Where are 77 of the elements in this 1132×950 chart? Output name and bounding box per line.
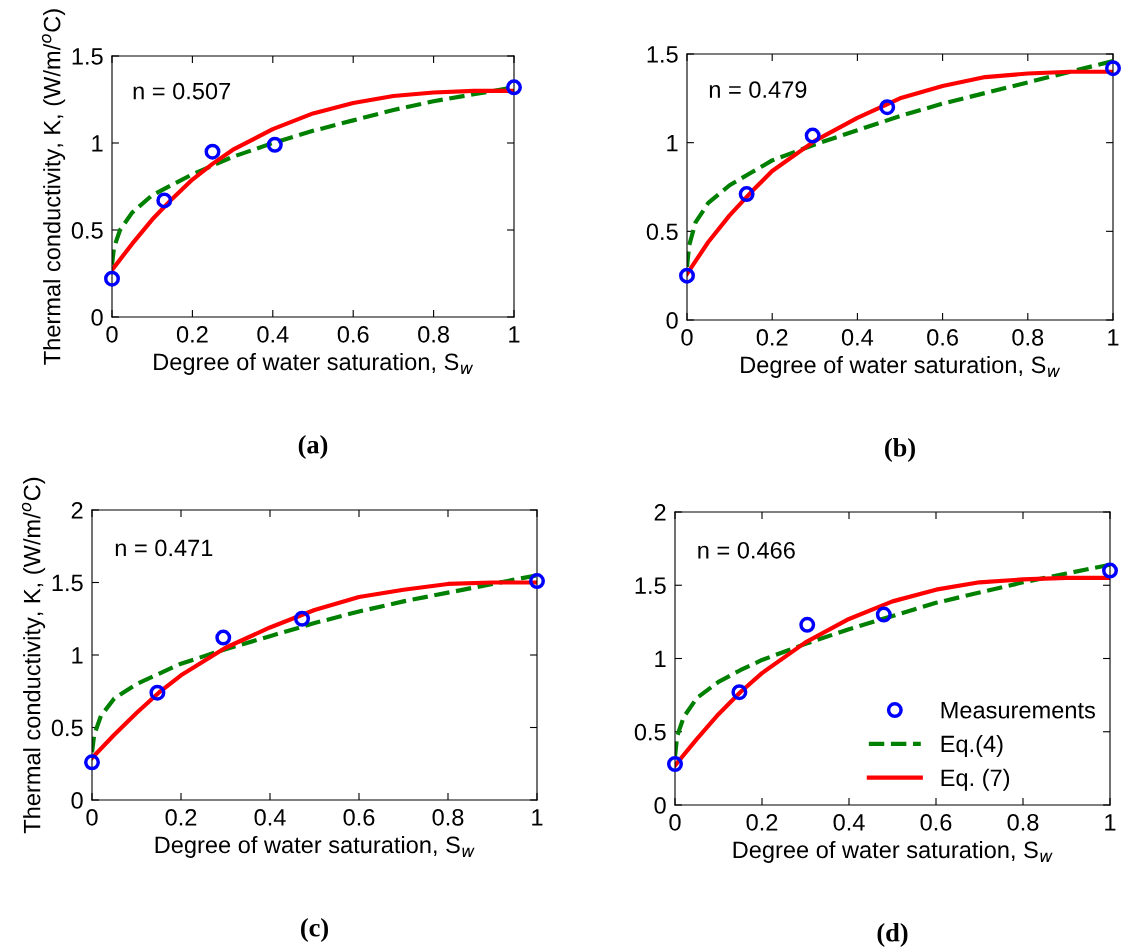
x-tick-label: 0.4 [841, 328, 874, 346]
y-tick-label: 0 [71, 792, 83, 809]
point [156, 192, 173, 209]
annotation: n = 0.466 [698, 541, 795, 559]
legend-label: Measurements [941, 702, 1095, 719]
point [84, 754, 100, 771]
x-tick-label: 0.4 [254, 808, 286, 826]
y-axis-title: Thermal conductivity, K, (W/m/$^{o}$C) [21, 477, 46, 834]
point [738, 186, 755, 203]
x-tick-label: 0.2 [746, 813, 778, 831]
x-tick-label: 0.6 [927, 328, 958, 346]
y-tick-label: 1.5 [635, 577, 666, 595]
y-tick-label: 0.5 [646, 223, 678, 241]
x-axis-title: Degree of water saturation, S$_{w}$ [741, 355, 1061, 378]
point [149, 684, 166, 701]
x-tick-label: 0.6 [920, 813, 952, 831]
text: (a) [298, 435, 328, 459]
x-axis-title: Degree of water saturation, S$_{w}$ [733, 840, 1053, 863]
x-tick-label: 0 [106, 325, 118, 343]
x-tick-label: 0.8 [1007, 813, 1039, 831]
point [1105, 60, 1121, 77]
x-tick-label: 0 [681, 328, 693, 346]
text: (b) [885, 438, 915, 462]
x-tick-label: 0.8 [418, 325, 449, 343]
x-tick-label: 0.2 [176, 325, 208, 343]
x-tick-label: 1 [532, 809, 543, 826]
point [679, 267, 695, 284]
x-tick-label: 0.4 [833, 813, 865, 831]
y-tick-label: 1 [667, 134, 678, 152]
y-tick-label: 1.5 [647, 46, 678, 63]
x-tick-label: 0.4 [257, 325, 289, 343]
x-tick-label: 0.2 [756, 328, 788, 346]
point [215, 629, 232, 646]
point [667, 755, 683, 772]
y-tick-label: 0 [91, 309, 103, 326]
y-tick-label: 1.5 [72, 48, 103, 65]
annotation: n = 0.471 [115, 539, 213, 557]
y-tick-label: 1 [92, 135, 103, 152]
point [506, 79, 522, 96]
text: (d) [877, 923, 908, 947]
point [879, 99, 896, 116]
annotation: n = 0.479 [709, 81, 807, 98]
text: (c) [301, 918, 328, 942]
legend-label: Eq.(4) [941, 735, 1003, 758]
y-tick-label: 1 [72, 647, 83, 664]
y-tick-label: 0.5 [634, 723, 666, 741]
point [529, 573, 545, 590]
x-tick-label: 0.6 [337, 325, 369, 343]
point [266, 136, 283, 153]
x-tick-label: 0.8 [432, 808, 464, 826]
x-tick-label: 1 [1105, 814, 1116, 831]
y-tick-label: 0.5 [51, 719, 83, 737]
x-axis-title: Degree of water saturation, S$_{w}$ [155, 835, 475, 858]
y-tick-label: 2 [71, 502, 83, 519]
point [799, 616, 816, 633]
legend-label: Eq. (7) [941, 768, 1010, 791]
x-tick-label: 1 [1108, 329, 1119, 346]
y-tick-label: 1.5 [52, 574, 83, 592]
x-axis-title: Degree of water saturation, S$_{w}$ [154, 352, 474, 375]
x-tick-label: 0.2 [165, 808, 197, 826]
y-tick-label: 0 [654, 797, 666, 814]
y-tick-label: 0.5 [71, 222, 103, 239]
y-tick-label: 2 [654, 504, 666, 521]
point [804, 127, 821, 144]
x-tick-label: 1 [509, 326, 520, 343]
point [104, 270, 120, 287]
point [294, 610, 311, 627]
point [875, 606, 892, 623]
point [1102, 562, 1118, 579]
y-tick-label: 1 [655, 650, 666, 668]
point [731, 684, 748, 701]
point [204, 143, 221, 160]
annotation: n = 0.507 [133, 82, 231, 100]
y-axis-title: Thermal conductivity, K, (W/m/$^{o}$C) [41, 9, 66, 365]
x-tick-label: 0.6 [343, 808, 375, 826]
y-tick-label: 0 [666, 312, 678, 329]
x-tick-label: 0.8 [1012, 328, 1044, 346]
